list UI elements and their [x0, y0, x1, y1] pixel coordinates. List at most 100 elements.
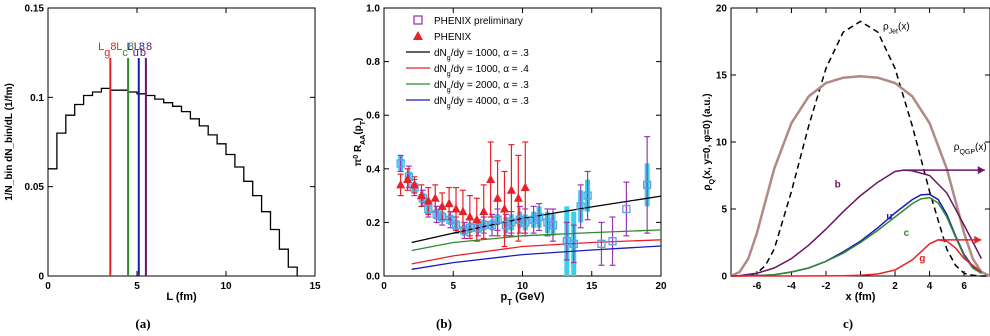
- panel-b-prelim-point: [515, 215, 524, 224]
- panel-c-curve-qgpx: [730, 75, 990, 278]
- panel-b-prelim-point: [424, 204, 433, 214]
- panel-b-legend-marker-triangle: [413, 31, 423, 40]
- panel-c-xtick-label: 4: [927, 281, 933, 292]
- panel-b-xtick-label: 15: [586, 281, 598, 292]
- panel-a-xtick-label: 15: [309, 281, 321, 292]
- panel-b-plot: 0 5 10 15 20 0.0 0.2 0.4 0.6 0.8 1.0 PHENIX prelimi…: [353, 4, 667, 307]
- panel-c-ytick-label: 15: [716, 71, 728, 82]
- panel-b-xtick-label: 20: [655, 281, 667, 292]
- caption-b: (b): [436, 316, 452, 331]
- panel-c-xlabel: x (fm): [846, 291, 876, 303]
- panel-c-xtick-label: -2: [822, 281, 831, 292]
- panel-b-phenix-point: [465, 212, 475, 221]
- panel-b-ytick-label: 0.6: [366, 111, 380, 122]
- panel-b-phenix-point: [396, 179, 406, 189]
- panel-b-prelim-point: [465, 223, 475, 232]
- panel-a-ytick-label: 0.15: [25, 4, 45, 15]
- panel-a-xtick-label: 5: [134, 281, 140, 292]
- panel-b-legend-text: dNg/dy = 4000, α = .3: [434, 96, 529, 110]
- panel-b-prelim-point: [460, 226, 469, 235]
- panel-b-phenix-point: [493, 193, 503, 202]
- panel-b-xtick-label: 10: [517, 281, 529, 292]
- panel-b-phenix-point: [409, 179, 419, 189]
- panel-b-xtick-label: 5: [450, 281, 456, 292]
- panel-b-legend-text: PHENIX: [434, 32, 472, 43]
- panel-b-prelim-point: [543, 218, 552, 227]
- panel-b-phenix-point: [472, 214, 482, 224]
- panel-b-phenix-point: [506, 185, 516, 194]
- panel-b-legend-text: dNg/dy = 1000, α = .4: [434, 64, 529, 78]
- panel-b-curve-3: [411, 245, 662, 270]
- panel-b-prelim-point: [583, 191, 592, 200]
- panel-b-phenix-point: [458, 206, 468, 216]
- panel-c-plot: -6 -4 -2 0 2 4 6 0 5 10 15 20 ρJet(x) ρQGP(x) b u c g x (f…: [702, 4, 990, 303]
- panel-c-ytick-label: 10: [716, 138, 728, 149]
- panel-c-ytick-label: 20: [716, 4, 728, 15]
- panel-b-phenix-point: [416, 190, 426, 200]
- panel-c-xtick-label: -4: [787, 281, 796, 292]
- panel-c-xtick-label: 0: [858, 281, 864, 292]
- panel-c-label-b: b: [835, 180, 841, 191]
- panel-c-label-u: u: [886, 212, 892, 223]
- panel-b-legend-text: dNg/dy = 1000, α = .3: [434, 48, 529, 62]
- panel-c-curve-jetx: [730, 20, 990, 277]
- panel-c-label-g: g: [919, 253, 925, 264]
- panel-a-xtick-label: 0: [45, 281, 51, 292]
- panel-b-prelim-point: [474, 223, 483, 232]
- panel-b-prelim-point: [493, 215, 502, 224]
- caption-a: (a): [135, 316, 150, 331]
- panel-b-ytick-label: 0.8: [366, 57, 380, 68]
- panel-c-ytick-label: 0: [721, 272, 727, 283]
- panel-a-vline-label-b: Lb8: [134, 41, 152, 59]
- panel-b-prelim-point: [569, 239, 578, 248]
- panel-b-curve-2: [411, 229, 662, 252]
- panel-a-frame: [47, 7, 316, 277]
- panel-c-ytick-label: 5: [721, 205, 727, 216]
- panel-b-legend-text: PHENIX preliminary: [434, 16, 523, 27]
- panel-b-prelim-point: [479, 220, 488, 230]
- panel-b-prelim-point: [451, 220, 461, 230]
- panel-c-xtick-label: 6: [961, 281, 967, 292]
- panel-a-vline-label-u: Lu8: [127, 41, 145, 59]
- panel-c-xtick-label: 2: [892, 281, 898, 292]
- panel-c-curve-c: [730, 196, 982, 277]
- panel-b-ytick-label: 0.4: [366, 164, 380, 175]
- panel-b-phenix-point: [486, 174, 496, 184]
- panel-b-prelim-point: [643, 180, 652, 190]
- panel-b-prelim-point: [622, 204, 631, 214]
- panel-c-label-c: c: [904, 228, 910, 239]
- panel-a-ylabel: 1/N_bin dN_bin/dL (1/fm): [4, 83, 15, 201]
- panel-b-prelim-point: [432, 210, 441, 219]
- panel-c-arrowhead-g: [974, 235, 982, 244]
- panel-a-ytick-label: 0.1: [30, 93, 44, 104]
- panel-b-prelim-point: [438, 212, 447, 222]
- panel-b-prelim-point: [487, 220, 497, 230]
- panel-a-xlabel: L (fm): [166, 291, 197, 303]
- panel-b-phenix-point: [423, 195, 433, 205]
- panel-b-prelim-point: [529, 215, 538, 224]
- panel-b-prelim-point: [576, 202, 585, 211]
- panel-c-ylabel: ρQ(x, y=0, φ=0) (a.u.): [702, 93, 716, 190]
- panel-b-phenix-point: [499, 204, 509, 213]
- panel-c-curve-b: [730, 169, 983, 277]
- panel-a-histogram-step: [48, 87, 298, 276]
- panel-c-label-qgp: ρQGP(x): [954, 142, 987, 156]
- panel-b-phenix-point: [520, 182, 530, 192]
- panel-b-ylabel: π0 RAA(pT): [353, 118, 367, 167]
- panel-c-curve-u: [730, 193, 982, 277]
- panel-a-xtick-label: 10: [220, 281, 232, 292]
- panel-b-phenix-point: [437, 201, 447, 210]
- panel-b-phenix-point: [444, 198, 454, 208]
- panel-b-phenix-point: [479, 206, 489, 216]
- panel-b-legend-marker-square: [413, 15, 423, 25]
- panel-b-prelim-point: [534, 212, 544, 222]
- panel-b-phenix-point: [513, 193, 523, 202]
- panel-b-prelim-point: [597, 239, 606, 248]
- panel-b-xtick-label: 0: [381, 281, 387, 292]
- panel-b-ytick-label: 0.0: [366, 272, 380, 283]
- panel-b-prelim-point: [521, 218, 530, 227]
- panel-c-label-jet: ρJet(x): [883, 21, 910, 35]
- panel-b-legend-text: dNg/dy = 2000, α = .3: [434, 80, 529, 94]
- panel-c-curve-g: [731, 239, 982, 277]
